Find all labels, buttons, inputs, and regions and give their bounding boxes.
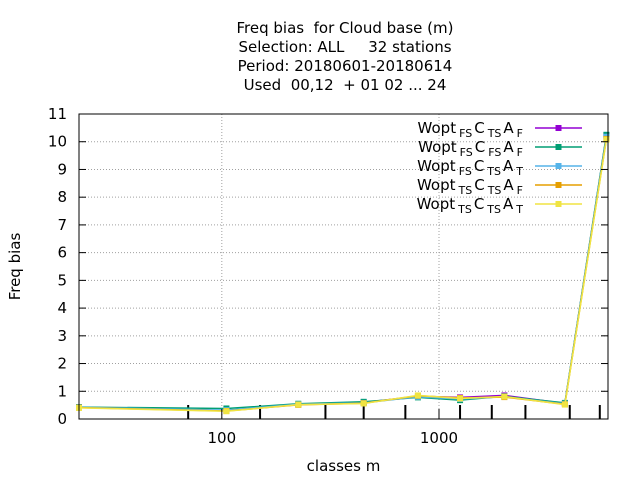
legend-label-sub: T — [515, 203, 523, 216]
series-point — [223, 408, 230, 415]
legend-swatch-point — [555, 163, 562, 169]
legend-label-sub: FS — [460, 146, 473, 159]
legend-label-part: A — [503, 157, 514, 175]
x-tick-label: 1000 — [420, 429, 458, 447]
series-line — [78, 135, 608, 412]
legend-swatch-point — [555, 125, 562, 131]
legend-label-main: Wopt — [418, 119, 457, 137]
y-tick-label: 7 — [57, 216, 67, 234]
legend-swatch-point — [555, 144, 562, 150]
series-point — [501, 393, 508, 400]
legend-label-part: A — [503, 176, 514, 194]
y-tick-label: 1 — [57, 382, 67, 400]
y-tick-label: 0 — [57, 410, 67, 428]
legend-label-sub: FS — [459, 165, 472, 178]
legend-label-part: C — [474, 176, 484, 194]
legend-label-sub: TS — [487, 127, 502, 140]
legend-label: Wopt FS C TS A T — [417, 157, 523, 178]
legend-label: Wopt FS C TS A F — [418, 119, 523, 140]
title-line: Period: 20180601-20180614 — [238, 57, 453, 75]
series-point — [295, 401, 302, 408]
series-point — [414, 392, 421, 399]
legend-label-sub: TS — [487, 184, 502, 197]
y-tick-label: 4 — [57, 299, 67, 317]
y-tick-label: 8 — [57, 188, 67, 206]
series-point — [561, 401, 568, 408]
y-axis-ticks: 0 1 2 3 4 5 6 7 8 9 10 11 — [48, 105, 608, 428]
series-point — [360, 400, 367, 407]
legend-label: Wopt TS C TS A T — [417, 195, 524, 216]
legend-label: Wopt FS C FS A F — [418, 138, 523, 159]
series-line — [78, 139, 608, 412]
series-line — [78, 136, 608, 411]
plot-frame — [78, 113, 609, 420]
legend-label-sub: FS — [459, 127, 472, 140]
grid-lines — [79, 114, 608, 419]
legend-label-sub: TS — [486, 203, 501, 216]
legend-label-main: Wopt — [417, 195, 456, 213]
legend-swatch-point — [555, 201, 562, 207]
legend-label-sub: F — [517, 127, 523, 140]
series-layer — [76, 131, 610, 415]
legend-label-part: C — [474, 119, 484, 137]
legend-label-sub: F — [517, 184, 523, 197]
legend-label-main: Wopt — [417, 157, 456, 175]
chart-title: Freq bias for Cloud base (m)Selection: A… — [237, 19, 454, 94]
legend-label-part: C — [474, 157, 484, 175]
legend-label-part: A — [503, 138, 514, 156]
legend-label-part: C — [475, 138, 485, 156]
legend-label-part: A — [503, 195, 514, 213]
y-tick-label: 6 — [57, 244, 67, 262]
series-point — [457, 395, 464, 402]
legend-label: Wopt TS C TS A F — [417, 176, 523, 197]
series-point — [603, 136, 610, 143]
title-line: Freq bias for Cloud base (m) — [237, 19, 454, 37]
legend-label-sub: F — [517, 146, 523, 159]
y-tick-label: 10 — [48, 133, 67, 151]
legend-label-sub: TS — [457, 203, 472, 216]
y-tick-label: 3 — [57, 327, 67, 345]
legend-label-sub: FS — [488, 146, 501, 159]
series-line — [78, 138, 608, 412]
legend-label-sub: TS — [458, 184, 473, 197]
title-line: Selection: ALL 32 stations — [238, 38, 451, 56]
legend-label-part: A — [503, 119, 514, 137]
legend-swatch-point — [555, 182, 562, 188]
series-line — [78, 134, 608, 410]
y-tick-label: 11 — [48, 105, 67, 123]
legend-label-main: Wopt — [417, 176, 456, 194]
legend-label-sub: TS — [486, 165, 501, 178]
x-tick-label: 100 — [207, 429, 236, 447]
y-tick-label: 5 — [57, 271, 67, 289]
y-tick-label: 2 — [57, 355, 67, 373]
y-tick-label: 9 — [57, 160, 67, 178]
x-axis-ticks: 100 1000 — [207, 409, 458, 447]
legend-label-sub: T — [515, 165, 523, 178]
legend-label-main: Wopt — [418, 138, 457, 156]
y-axis-label: Freq bias — [6, 233, 24, 301]
x-axis-label: classes m — [307, 457, 381, 475]
title-line: Used 00,12 + 01 02 ... 24 — [244, 76, 447, 94]
legend-label-part: C — [474, 195, 484, 213]
